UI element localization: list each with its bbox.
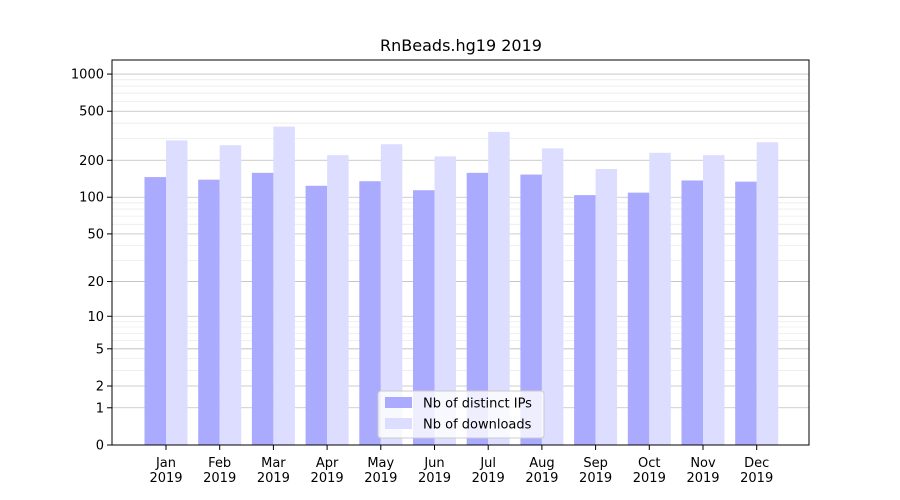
x-tick-label-month: Dec xyxy=(744,456,769,471)
bar-distinct-ips xyxy=(520,174,542,446)
x-tick-label-year: 2019 xyxy=(311,471,344,486)
bar-downloads xyxy=(380,144,403,446)
legend-label: Nb of distinct IPs xyxy=(423,397,532,412)
x-tick-label-month: Jan xyxy=(155,456,176,471)
y-tick-label: 1000 xyxy=(71,68,104,83)
bar-distinct-ips xyxy=(681,180,703,446)
x-tick-label-year: 2019 xyxy=(257,471,290,486)
y-axis: 0 1 2 5 10 20 50 100 200 500 1000 xyxy=(71,68,112,454)
bar-downloads xyxy=(273,126,295,445)
bar-distinct-ips xyxy=(627,192,650,445)
bar-downloads xyxy=(756,142,779,445)
legend-label: Nb of downloads xyxy=(423,418,532,433)
x-tick-label-month: Sep xyxy=(583,456,608,471)
y-tick-label: 10 xyxy=(87,310,104,325)
x-tick-label-month: Feb xyxy=(208,456,231,471)
bar-distinct-ips xyxy=(574,195,596,445)
legend-box xyxy=(377,390,545,439)
x-tick-label-month: Apr xyxy=(316,456,339,471)
y-tick-label: 200 xyxy=(79,154,104,169)
x-tick-label-month: May xyxy=(367,456,394,471)
x-tick-label-month: Mar xyxy=(261,456,286,471)
bar-downloads xyxy=(541,148,564,445)
bar-downloads xyxy=(434,156,456,446)
y-tick-label: 50 xyxy=(87,227,104,242)
x-tick-label-year: 2019 xyxy=(149,471,182,486)
bar-distinct-ips xyxy=(198,179,220,446)
y-tick-label: 20 xyxy=(87,275,104,290)
bar-distinct-ips xyxy=(305,185,328,445)
x-tick-label-year: 2019 xyxy=(364,471,397,486)
bar-downloads xyxy=(488,131,510,445)
x-tick-label-month: Oct xyxy=(638,456,660,471)
x-tick-label-year: 2019 xyxy=(740,471,773,486)
x-axis: Jan2019Feb2019Mar2019Apr2019May2019Jun20… xyxy=(149,445,773,486)
bar-downloads xyxy=(327,155,349,446)
chart-title: RnBeads.hg19 2019 xyxy=(380,36,542,55)
x-tick-label-month: Jul xyxy=(479,456,496,471)
x-tick-label-month: Aug xyxy=(529,456,554,471)
y-tick-label: 5 xyxy=(96,342,104,357)
x-tick-label-year: 2019 xyxy=(686,471,719,486)
x-tick-label-year: 2019 xyxy=(203,471,236,486)
y-tick-label: 2 xyxy=(96,380,104,395)
x-tick-label-year: 2019 xyxy=(633,471,666,486)
bar-distinct-ips xyxy=(251,172,274,445)
x-tick-label-year: 2019 xyxy=(472,471,505,486)
y-tick-label: 0 xyxy=(96,439,104,454)
y-tick-label: 500 xyxy=(79,105,104,120)
bar-distinct-ips xyxy=(359,181,381,445)
bar-distinct-ips xyxy=(413,190,435,445)
bars xyxy=(144,126,779,446)
bar-downloads xyxy=(166,140,188,445)
plot-frame xyxy=(111,59,810,446)
legend: Nb of distinct IPs Nb of downloads xyxy=(377,390,545,439)
bar-distinct-ips xyxy=(735,181,757,445)
x-tick-label-month: Nov xyxy=(690,456,716,471)
x-tick-label-year: 2019 xyxy=(525,471,558,486)
legend-swatch xyxy=(385,418,412,429)
legend-swatch xyxy=(385,397,412,408)
bar-distinct-ips xyxy=(144,177,166,446)
bar-downloads xyxy=(649,152,671,445)
x-tick-label-year: 2019 xyxy=(418,471,451,486)
bar-downloads xyxy=(595,168,618,445)
y-tick-label: 1 xyxy=(96,401,104,416)
bar-distinct-ips xyxy=(466,172,489,445)
bar-downloads xyxy=(219,145,242,445)
bar-downloads xyxy=(703,155,725,446)
y-tick-label: 100 xyxy=(79,191,104,206)
x-tick-label-year: 2019 xyxy=(579,471,612,486)
x-tick-label-month: Jun xyxy=(423,456,444,471)
